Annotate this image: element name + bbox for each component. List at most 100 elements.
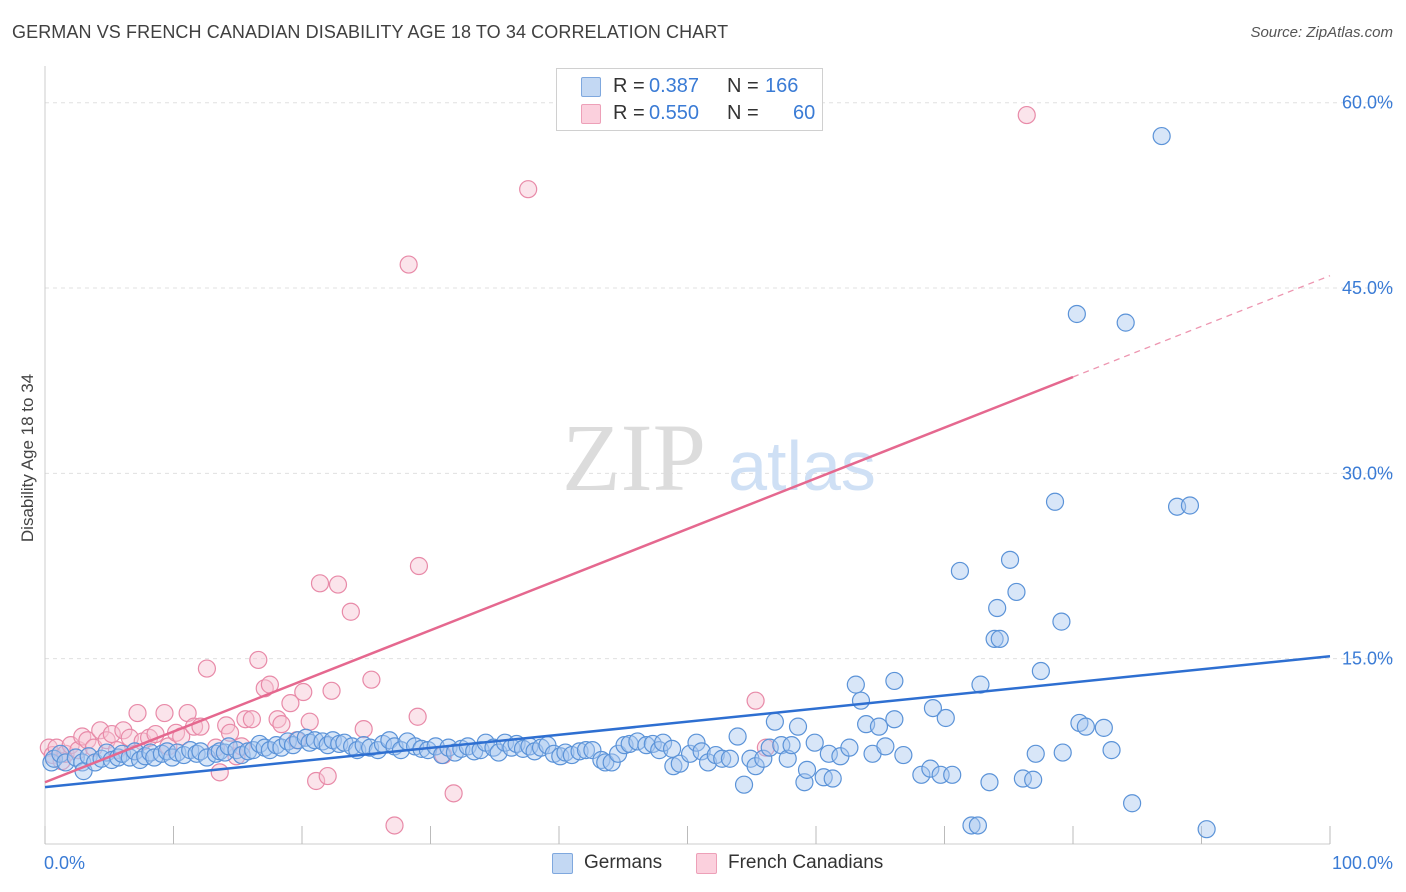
german-point-153 — [988, 598, 1007, 618]
german-point-111 — [713, 749, 732, 768]
german-point-152 — [985, 629, 1004, 649]
german-point-93 — [596, 753, 615, 772]
german-point-75 — [484, 738, 503, 757]
french-canadian-point-41 — [281, 694, 300, 713]
german-point-166 — [1067, 304, 1086, 324]
german-point-117 — [754, 749, 773, 768]
watermark-zip: ZIP — [562, 404, 706, 511]
german-point-114 — [734, 775, 754, 794]
n-label: N = — [727, 75, 759, 97]
french-canadian-point-20 — [155, 703, 174, 723]
german-point-139 — [885, 671, 904, 691]
german-point-163 — [1053, 743, 1072, 762]
french-canadian-point-36 — [249, 650, 268, 670]
german-point-158 — [1024, 770, 1043, 789]
german-point-91 — [583, 741, 602, 760]
n-label: N = — [727, 102, 759, 124]
german-point-98 — [628, 732, 647, 751]
german-point-156 — [1007, 582, 1026, 602]
german-point-2 — [51, 744, 70, 763]
german-point-89 — [570, 742, 589, 761]
watermark-atlas: atlas — [728, 427, 876, 505]
french-canadian-point-31 — [220, 723, 240, 742]
french-canadian-point-51 — [354, 719, 373, 739]
french-canadian-point-16 — [128, 703, 147, 723]
french-canadian-point-50 — [341, 602, 360, 621]
french-canadian-point-58 — [444, 784, 463, 803]
y-tick-label-3: 60.0% — [1342, 93, 1393, 113]
german-point-143 — [923, 698, 943, 718]
german-point-90 — [576, 741, 596, 760]
german-point-154 — [990, 629, 1009, 649]
german-point-106 — [680, 744, 700, 763]
french-canadian-point-56 — [409, 556, 429, 576]
german-point-107 — [687, 733, 706, 752]
german-point-145 — [936, 708, 955, 728]
french-canadian-point-14 — [114, 721, 133, 740]
x-tick-label-1: 100.0% — [1332, 853, 1393, 873]
tick-labels: 15.0% 30.0% 45.0% 60.0% 0.0% 100.0% — [44, 93, 1393, 873]
german-point-168 — [1102, 741, 1121, 760]
german-point-174 — [1197, 820, 1216, 839]
french-canadian-point-47 — [318, 766, 337, 786]
french-canadian-point-46 — [310, 574, 330, 593]
french-canadian-point-54 — [399, 255, 418, 274]
german-point-102 — [653, 733, 673, 752]
german-point-172 — [1167, 497, 1187, 516]
german-point-123 — [788, 717, 808, 736]
german-point-126 — [805, 733, 824, 752]
french-canadian-point-49 — [328, 575, 348, 594]
french-canadian-point-44 — [300, 712, 319, 731]
french-canadian-point-43 — [294, 682, 313, 702]
german-point-142 — [921, 759, 940, 778]
french-canadian-point-60 — [746, 691, 765, 710]
french-canadian-point-53 — [385, 816, 404, 835]
german-point-140 — [894, 745, 913, 765]
french-canadian-point-61 — [756, 738, 775, 757]
french-canadian-point-48 — [322, 681, 341, 700]
french-canadian-point-59 — [519, 180, 538, 199]
german-point-147 — [950, 561, 970, 581]
french-canadian-point-62 — [1017, 105, 1036, 125]
french-canadian-point-12 — [102, 724, 121, 744]
germans-r-value: 0.387 — [649, 75, 700, 97]
french-canadians-n-value: 60 — [793, 102, 816, 124]
german-point-149 — [968, 816, 988, 835]
trend-lines — [44, 275, 1331, 789]
source-credit: Source: ZipAtlas.com — [1250, 24, 1393, 41]
german-point-165 — [1076, 717, 1095, 736]
german-point-138 — [885, 710, 904, 729]
germans-n-value: 166 — [765, 75, 799, 97]
german-point-131 — [840, 738, 859, 757]
german-point-159 — [1031, 661, 1050, 681]
watermark: ZIP atlas — [562, 404, 876, 511]
french-canadians-swatch — [581, 104, 601, 124]
german-point-169 — [1116, 313, 1135, 332]
german-point-167 — [1094, 718, 1113, 737]
french-canadian-point-55 — [408, 707, 427, 726]
german-point-150 — [971, 675, 990, 694]
german-point-122 — [782, 736, 801, 755]
legend-label-germans: Germans — [584, 852, 663, 873]
french-canadians-trend-extension — [1072, 275, 1331, 378]
y-tick-label-1: 30.0% — [1342, 463, 1393, 483]
legend-label-french-canadians: French Canadians — [728, 852, 884, 873]
german-point-148 — [962, 816, 981, 835]
germans-swatch — [552, 853, 573, 874]
german-point-171 — [1152, 126, 1171, 146]
german-point-151 — [980, 773, 999, 792]
r-label: R = — [613, 102, 645, 124]
german-point-22 — [163, 748, 182, 767]
germans-swatch — [581, 77, 601, 97]
german-point-121 — [778, 749, 797, 768]
r-label: R = — [613, 75, 645, 97]
french-canadian-point-40 — [272, 715, 291, 734]
french-canadians-r-value: 0.550 — [649, 102, 700, 124]
german-point-109 — [698, 753, 718, 772]
german-point-155 — [1000, 550, 1020, 569]
german-point-125 — [797, 760, 817, 779]
german-point-173 — [1180, 496, 1200, 515]
german-point-133 — [851, 691, 871, 710]
german-point-146 — [943, 765, 962, 784]
